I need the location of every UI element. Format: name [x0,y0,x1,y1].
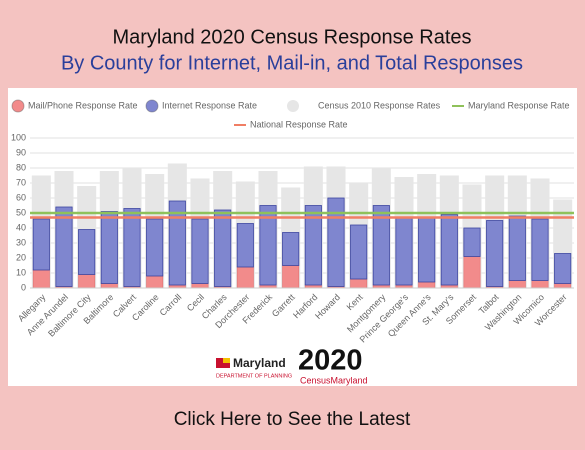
agency-sub: DEPARTMENT OF PLANNING [216,373,292,379]
mail-bar [100,283,118,289]
y-tick-label: 20 [16,252,26,262]
y-tick-label: 40 [16,222,26,232]
internet-bar [304,205,322,286]
legend-swatch [11,99,25,113]
internet-bar [440,214,458,286]
internet-bar [395,217,413,286]
internet-bar [146,218,164,277]
y-tick-label: 10 [16,267,26,277]
internet-bar [100,211,118,284]
y-tick-label: 0 [21,282,26,292]
census-name: CensusMaryland [300,375,368,385]
mail-bar [236,266,254,289]
internet-bar [236,223,254,268]
internet-bar [486,220,504,287]
internet-bar [531,218,549,281]
internet-bar [554,253,572,284]
title: Maryland 2020 Census Response Rates [112,26,471,48]
legend-label: Maryland Response Rate [468,100,570,110]
legend-label: National Response Rate [250,119,348,129]
mail-bar [146,275,164,289]
internet-bar [259,205,277,286]
mail-bar [191,283,209,289]
mail-bar [32,269,50,289]
mail-bar [78,274,96,289]
mail-bar [418,281,436,289]
internet-bar [372,205,390,286]
internet-bar [168,200,186,286]
y-tick-label: 50 [16,207,26,217]
legend-label: Mail/Phone Response Rate [28,100,138,110]
internet-bar [55,206,73,287]
flag-icon-part [223,358,230,363]
y-tick-label: 60 [16,192,26,202]
mail-bar [463,256,481,289]
internet-bar [32,218,50,271]
internet-bar [350,224,368,280]
legend-label: Census 2010 Response Rates [318,100,441,110]
mail-bar [350,278,368,289]
internet-bar [418,217,436,283]
chart: 0 10 20 30 40 50 60 70 80 90 100 Mail/Phone Respons… [11,99,574,345]
mail-bar [282,265,300,289]
internet-bar [508,215,526,281]
internet-bar [463,227,481,257]
mail-bar [508,280,526,289]
internet-bar [78,229,96,275]
y-tick-label: 70 [16,177,26,187]
census-year: 2020 [298,345,363,377]
internet-bar [327,197,345,287]
y-tick-label: 80 [16,162,26,172]
agency-logo: Maryland [233,356,286,370]
legend-label: Internet Response Rate [162,100,257,110]
legend-swatch [287,100,299,112]
mail-bar [554,283,572,289]
internet-bar [191,218,209,284]
y-tick-label: 90 [16,147,26,157]
y-tick-label: 100 [11,132,26,142]
mail-bar [531,280,549,289]
internet-bar [214,209,232,287]
legend-swatch [145,99,159,113]
internet-bar [282,232,300,266]
y-tick-label: 30 [16,237,26,247]
cta-button[interactable]: Click Here to See the Latest [174,409,411,430]
subtitle: By County for Internet, Mail-in, and Tot… [61,52,523,74]
internet-bar [123,208,141,287]
